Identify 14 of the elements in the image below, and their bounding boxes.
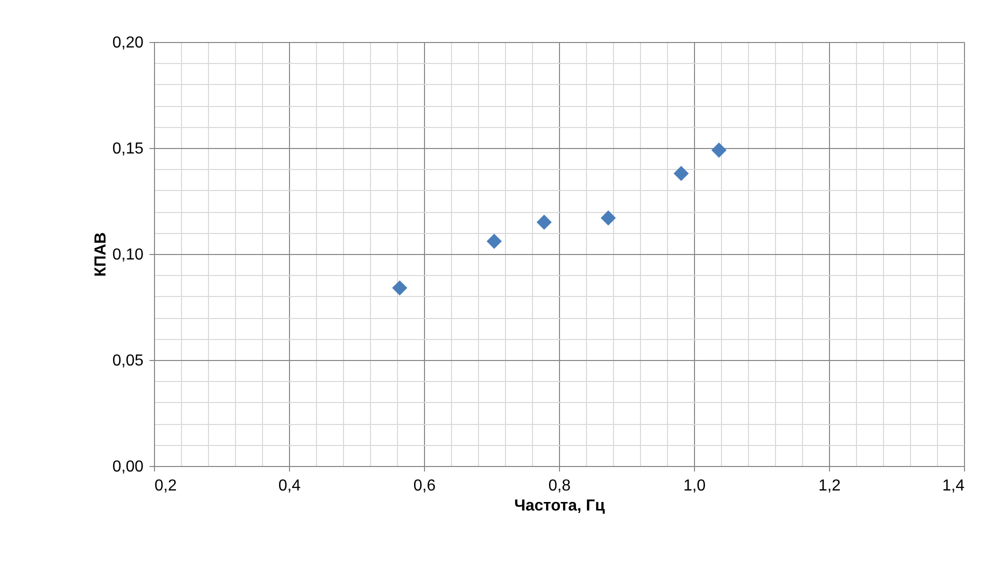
y-tick-label: 0,15 [112, 140, 144, 158]
x-tick-label: 0,8 [548, 478, 571, 494]
x-tick-label: 1,0 [683, 478, 706, 494]
x-axis-title: Частота, Гц [514, 498, 605, 514]
x-tick-label: 1,4 [942, 478, 965, 494]
y-tick-label: 0,00 [112, 458, 144, 476]
x-tick-label: 1,2 [818, 478, 841, 494]
y-tick-label: 0,10 [112, 246, 144, 264]
y-tick-label: 0,05 [112, 352, 144, 370]
x-tick-label: 0,6 [413, 478, 436, 494]
x-tick-label: 0,2 [154, 478, 177, 494]
x-tick-label: 0,4 [278, 478, 301, 494]
y-tick-label: 0,20 [112, 34, 144, 52]
y-axis-title: КПАВ [92, 232, 110, 277]
